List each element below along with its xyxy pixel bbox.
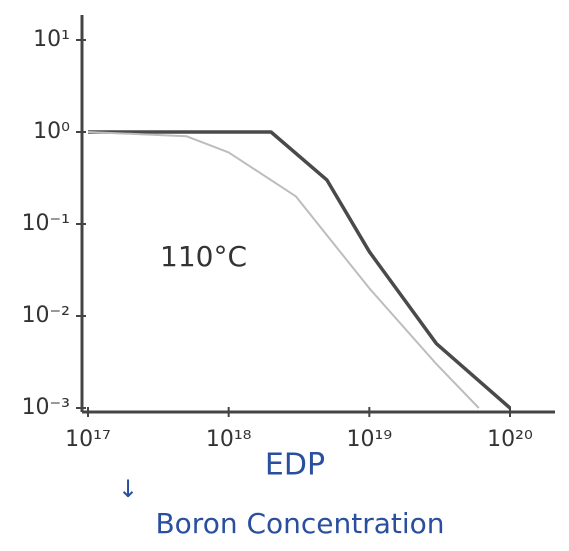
annotation: Boron Concentration xyxy=(155,507,444,540)
y-tick-label: 10¹ xyxy=(33,27,70,52)
x-tick-label: 10²⁰ xyxy=(487,427,533,452)
y-tick-label: 10⁻² xyxy=(22,303,70,328)
x-tick-label: 10¹⁹ xyxy=(347,427,393,452)
x-tick-label: 10¹⁸ xyxy=(206,427,252,452)
data-line xyxy=(87,131,480,409)
x-axis-label: EDP xyxy=(265,448,325,483)
data-line xyxy=(88,130,512,410)
y-tick-label: 10⁻³ xyxy=(22,395,70,420)
annotation: ↓ xyxy=(118,475,138,503)
x-tick-label: 10¹⁷ xyxy=(65,427,111,452)
y-tick-label: 10⁰ xyxy=(33,119,70,144)
y-tick-label: 10⁻¹ xyxy=(22,211,70,236)
annotation: 110°C xyxy=(160,240,247,273)
